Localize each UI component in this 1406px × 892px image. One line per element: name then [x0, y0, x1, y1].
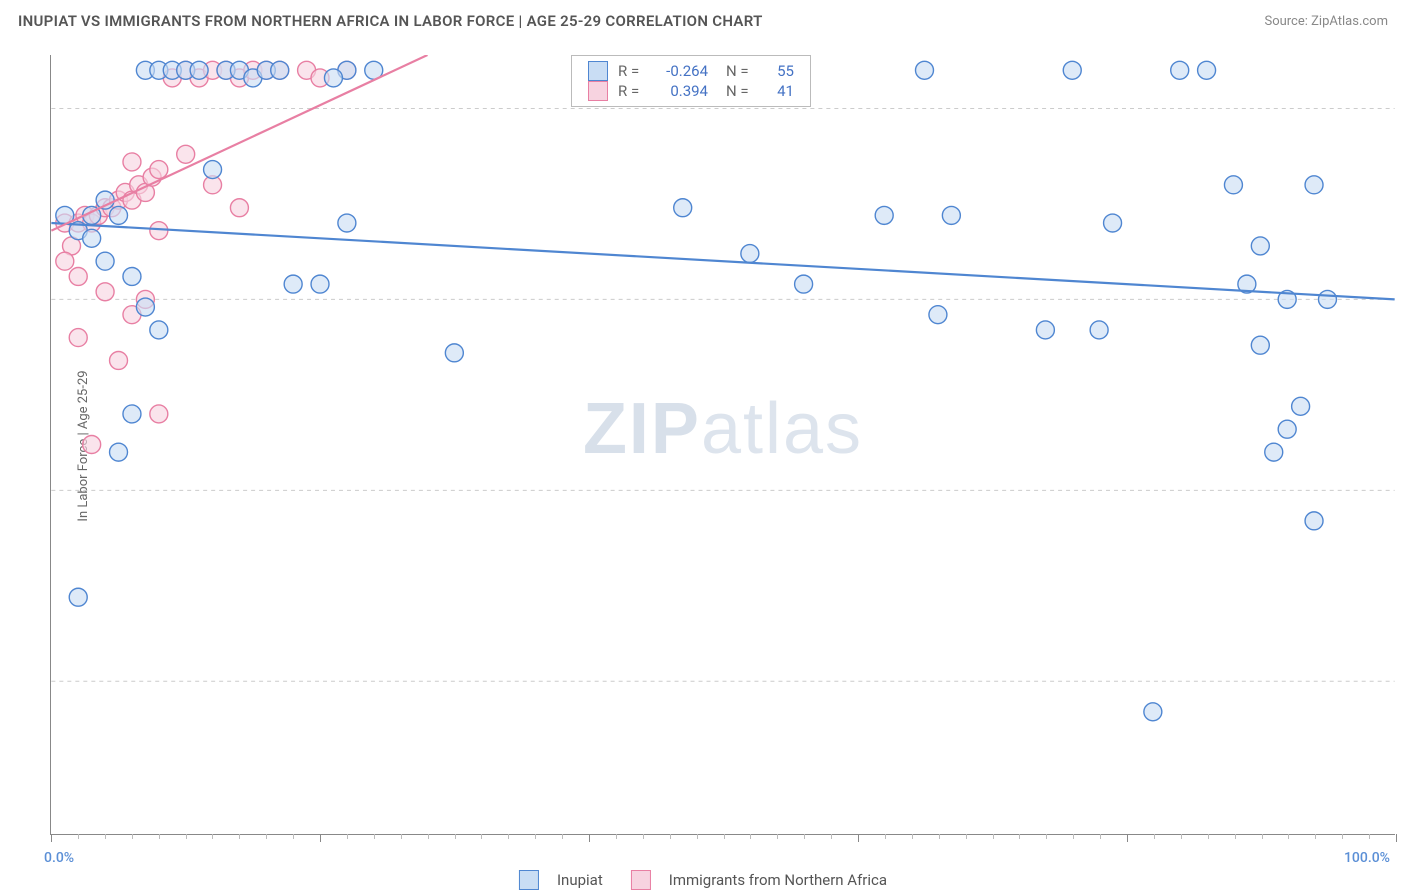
legend-n-value-1: 41 — [760, 82, 794, 100]
chart-header: INUPIAT VS IMMIGRANTS FROM NORTHERN AFRI… — [0, 0, 1406, 36]
x-tick-minor — [804, 834, 805, 839]
x-tick-minor — [616, 834, 617, 839]
legend-swatch-immigrants — [631, 870, 651, 890]
x-tick-minor — [643, 834, 644, 839]
x-tick-major — [858, 834, 859, 842]
x-tick-minor — [1342, 834, 1343, 839]
x-tick-minor — [562, 834, 563, 839]
x-tick-minor — [1235, 834, 1236, 839]
x-tick-minor — [939, 834, 940, 839]
x-tick-minor — [750, 834, 751, 839]
x-tick-minor — [912, 834, 913, 839]
legend-n-label: N = — [726, 82, 760, 100]
x-axis-start-label: 0.0% — [44, 850, 74, 866]
x-tick-minor — [78, 834, 79, 839]
legend-label-0: Inupiat — [557, 871, 603, 889]
x-tick-minor — [1288, 834, 1289, 839]
legend-r-label: R = — [618, 62, 652, 80]
x-tick-minor — [159, 834, 160, 839]
x-tick-minor — [993, 834, 994, 839]
chart-plot-area: ZIPatlas R = -0.264 N = 55 R = 0.394 N =… — [50, 55, 1395, 835]
x-tick-minor — [1154, 834, 1155, 839]
x-tick-minor — [1262, 834, 1263, 839]
x-tick-minor — [212, 834, 213, 839]
correlation-legend: R = -0.264 N = 55 R = 0.394 N = 41 — [571, 55, 811, 107]
x-tick-minor — [1073, 834, 1074, 839]
legend-item-1: Immigrants from Northern Africa — [631, 870, 887, 890]
x-tick-minor — [1369, 834, 1370, 839]
x-tick-minor — [481, 834, 482, 839]
x-tick-minor — [239, 834, 240, 839]
x-tick-minor — [1100, 834, 1101, 839]
x-tick-minor — [966, 834, 967, 839]
x-tick-minor — [831, 834, 832, 839]
x-tick-minor — [1181, 834, 1182, 839]
x-tick-minor — [374, 834, 375, 839]
x-tick-minor — [455, 834, 456, 839]
x-tick-minor — [1019, 834, 1020, 839]
legend-r-value-0: -0.264 — [652, 62, 726, 80]
legend-r-value-1: 0.394 — [652, 82, 726, 100]
source-label: Source: ZipAtlas.com — [1264, 14, 1388, 29]
x-axis-end-label: 100.0% — [1344, 850, 1390, 866]
legend-item-0: Inupiat — [519, 870, 603, 890]
x-tick-minor — [266, 834, 267, 839]
legend-label-1: Immigrants from Northern Africa — [669, 871, 887, 889]
x-tick-minor — [670, 834, 671, 839]
x-tick-minor — [724, 834, 725, 839]
legend-row-1: R = 0.394 N = 41 — [588, 81, 794, 101]
legend-row-0: R = -0.264 N = 55 — [588, 61, 794, 81]
x-tick-minor — [1208, 834, 1209, 839]
legend-n-label: N = — [726, 62, 760, 80]
x-tick-minor — [293, 834, 294, 839]
chart-title: INUPIAT VS IMMIGRANTS FROM NORTHERN AFRI… — [18, 12, 763, 30]
legend-swatch-0 — [588, 61, 608, 81]
x-tick-major — [1127, 834, 1128, 842]
x-tick-major — [320, 834, 321, 842]
x-tick-minor — [1046, 834, 1047, 839]
legend-swatch-1 — [588, 81, 608, 101]
x-tick-minor — [697, 834, 698, 839]
x-tick-minor — [508, 834, 509, 839]
x-tick-minor — [132, 834, 133, 839]
legend-r-label: R = — [618, 82, 652, 100]
x-tick-minor — [186, 834, 187, 839]
scatter-plot-svg — [51, 55, 1395, 834]
x-tick-major — [589, 834, 590, 842]
x-tick-minor — [535, 834, 536, 839]
x-tick-minor — [777, 834, 778, 839]
x-tick-major — [1396, 834, 1397, 842]
x-tick-minor — [105, 834, 106, 839]
x-tick-minor — [401, 834, 402, 839]
x-tick-minor — [1315, 834, 1316, 839]
x-tick-minor — [347, 834, 348, 839]
x-tick-minor — [428, 834, 429, 839]
legend-n-value-0: 55 — [760, 62, 794, 80]
series-legend: Inupiat Immigrants from Northern Africa — [519, 870, 887, 890]
x-tick-minor — [885, 834, 886, 839]
x-tick-major — [51, 834, 52, 842]
legend-swatch-inupiat — [519, 870, 539, 890]
